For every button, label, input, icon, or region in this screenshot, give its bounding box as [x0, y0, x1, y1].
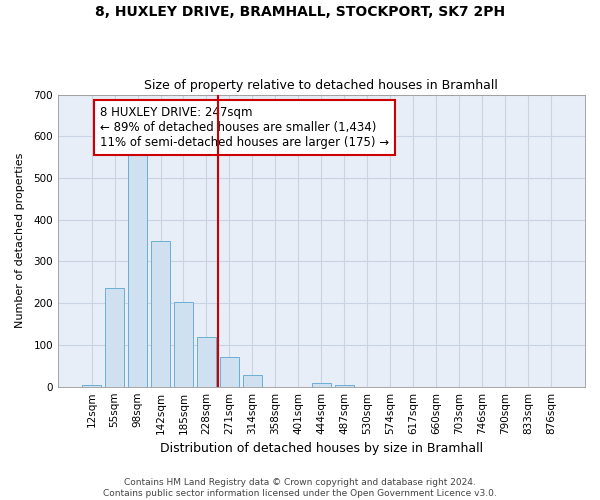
Text: Contains HM Land Registry data © Crown copyright and database right 2024.
Contai: Contains HM Land Registry data © Crown c… — [103, 478, 497, 498]
X-axis label: Distribution of detached houses by size in Bramhall: Distribution of detached houses by size … — [160, 442, 483, 455]
Bar — [105, 288, 124, 386]
Bar — [151, 240, 170, 386]
Text: 8, HUXLEY DRIVE, BRAMHALL, STOCKPORT, SK7 2PH: 8, HUXLEY DRIVE, BRAMHALL, STOCKPORT, SK… — [95, 5, 505, 19]
Bar — [197, 337, 216, 386]
Bar — [174, 302, 193, 386]
Bar — [335, 384, 354, 386]
Bar — [311, 382, 331, 386]
Text: 8 HUXLEY DRIVE: 247sqm
← 89% of detached houses are smaller (1,434)
11% of semi-: 8 HUXLEY DRIVE: 247sqm ← 89% of detached… — [100, 106, 389, 149]
Title: Size of property relative to detached houses in Bramhall: Size of property relative to detached ho… — [145, 79, 499, 92]
Bar — [128, 142, 147, 386]
Y-axis label: Number of detached properties: Number of detached properties — [15, 153, 25, 328]
Bar — [82, 384, 101, 386]
Bar — [242, 376, 262, 386]
Bar — [220, 358, 239, 386]
